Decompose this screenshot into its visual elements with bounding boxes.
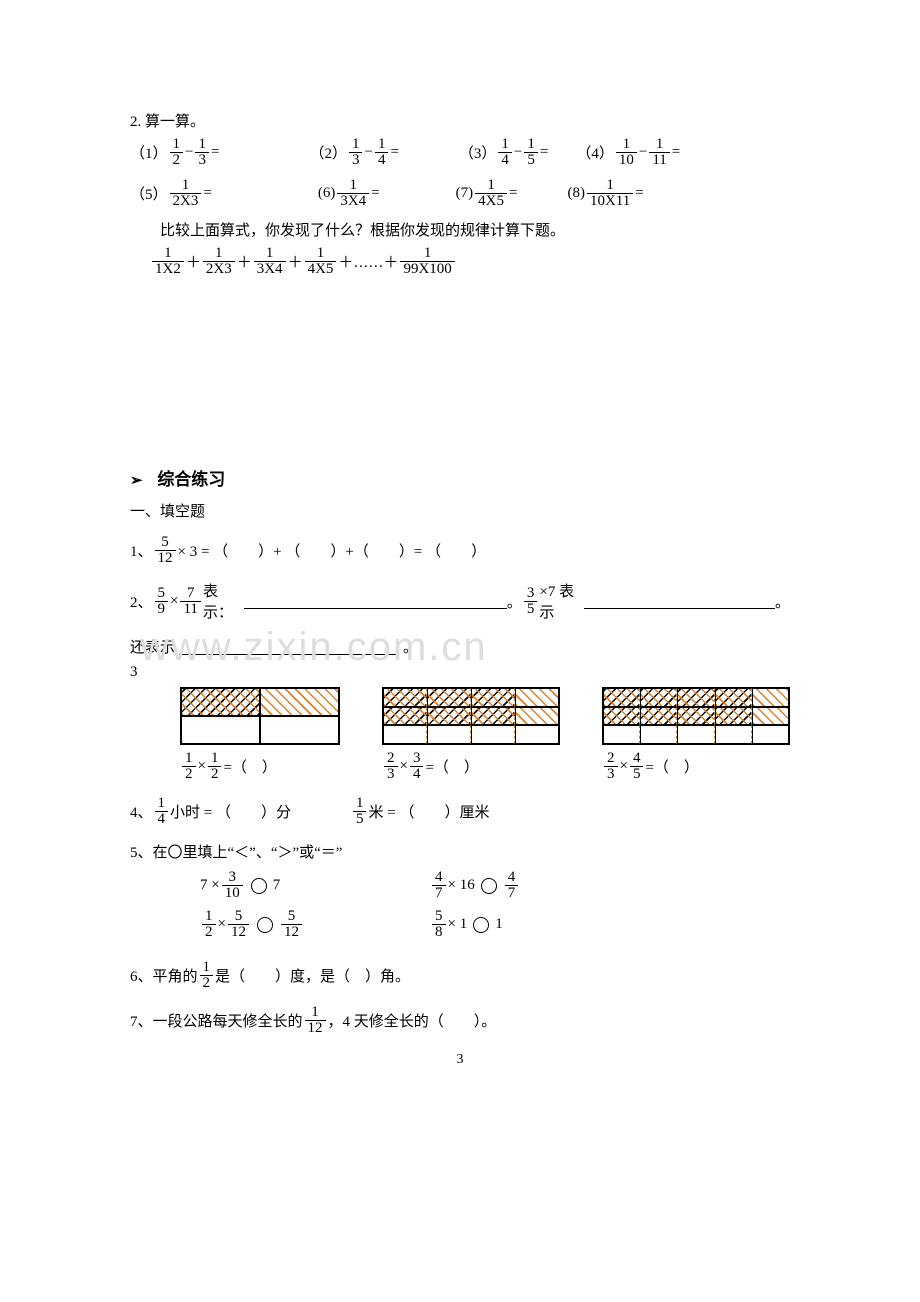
- q2b: 还表示 。: [130, 636, 790, 657]
- cmp-row-1: 7 × 310 7 47 × 16 47: [200, 870, 790, 901]
- p7: (7) 14X5 =: [456, 178, 518, 209]
- cap3: 23 × 45 =（ ）: [602, 751, 699, 782]
- blank-1: [244, 593, 507, 609]
- sec2-head: 综合练习: [130, 465, 790, 490]
- p8: (8) 110X11 =: [567, 178, 643, 209]
- blank-2: [584, 593, 775, 609]
- c4: 58 × 1 1: [430, 909, 503, 940]
- fig3: 23 × 45 =（ ）: [602, 687, 790, 782]
- page: www.zixin.com.cn 2. 算一算。 （1） 12 − 13 = （…: [0, 0, 920, 1090]
- cap1: 12 × 12 =（ ）: [180, 751, 277, 782]
- q4: 4、 14 小时 = （ ）分 15 米 = （ ）厘米: [130, 796, 790, 827]
- circle-icon: [473, 917, 489, 933]
- row2: （5） 12X3 = (6) 13X4 = (7) 14X5 = (8) 110…: [130, 178, 790, 209]
- p6: (6) 13X4 =: [318, 178, 380, 209]
- circle-icon: [481, 878, 497, 894]
- blank-3: [179, 639, 399, 655]
- title-text: 2. 算一算。: [130, 114, 205, 130]
- row1: （1） 12 − 13 = （2） 13 − 14 = （3） 14 − 15 …: [130, 137, 790, 168]
- cmp-row-2: 12 × 512 512 58 × 1 1: [200, 909, 790, 940]
- p4: （4） 110 − 111 =: [576, 137, 680, 168]
- c3: 12 × 512 512: [200, 909, 430, 940]
- spacer: [130, 287, 790, 437]
- q7: 7、一段公路每天修全长的 112 ，4 天修全长的（ ）。: [130, 1005, 790, 1036]
- page-number: 3: [457, 1052, 464, 1068]
- note: 比较上面算式，你发现了什么？根据你发现的规律计算下题。: [160, 219, 790, 240]
- fig2-rect: [382, 687, 560, 745]
- p2: （2） 13 − 14 =: [309, 137, 398, 168]
- figures: 12 × 12 =（ ） 23 × 34 =（ ）: [180, 687, 790, 782]
- q6: 6、平角的 12 是（ ）度，是（ ）角。: [130, 960, 790, 991]
- circle-icon: [257, 917, 273, 933]
- sec1-title: 2. 算一算。: [130, 110, 790, 131]
- fig3-rect: [602, 687, 790, 745]
- p5: （5） 12X3 =: [130, 178, 212, 209]
- p1: （1） 12 − 13 =: [130, 137, 219, 168]
- fig1: 12 × 12 =（ ）: [180, 687, 340, 782]
- h1: 一、填空题: [130, 500, 790, 521]
- fig1-rect: [180, 687, 340, 745]
- cap2: 23 × 34 =（ ）: [382, 751, 479, 782]
- fig2: 23 × 34 =（ ）: [382, 687, 560, 782]
- q2: 2、 59 × 711 表示： 。 35 ×7 表示 。: [130, 580, 790, 622]
- frac: 12: [170, 137, 184, 168]
- q3prefix: 3: [130, 663, 790, 681]
- circle-icon: [251, 878, 267, 894]
- q1: 1、 512 × 3 = （ ）+ （ ）+（ ）= （ ）: [130, 535, 790, 566]
- series: 11X2 ＋ 12X3 ＋ 13X4 ＋ 14X5 ＋……＋ 199X100: [150, 246, 790, 277]
- q5: 5、在〇里填上“＜”、“＞”或“＝”: [130, 841, 790, 862]
- c1: 7 × 310 7: [200, 870, 430, 901]
- c2: 47 × 16 47: [430, 870, 520, 901]
- p3: （3） 14 − 15 =: [459, 137, 548, 168]
